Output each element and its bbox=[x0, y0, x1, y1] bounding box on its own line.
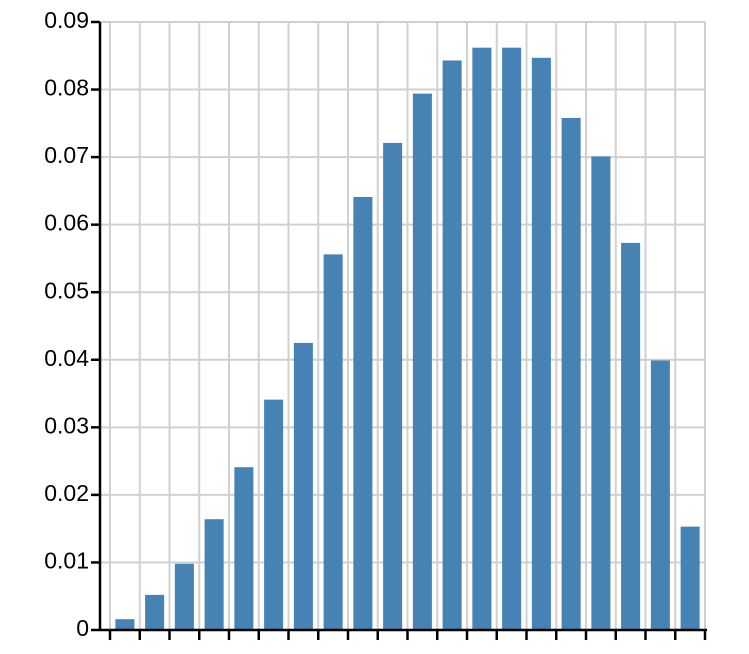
bar bbox=[264, 399, 284, 630]
bar bbox=[561, 117, 581, 630]
bar bbox=[502, 47, 522, 630]
y-tick-label: 0.04 bbox=[44, 345, 89, 371]
bar bbox=[174, 563, 194, 630]
bar bbox=[293, 342, 313, 630]
bar bbox=[650, 360, 670, 630]
bar bbox=[323, 254, 343, 630]
bar bbox=[442, 60, 462, 631]
y-tick-label: 0.01 bbox=[44, 548, 89, 574]
y-tick-label: 0.05 bbox=[44, 277, 89, 303]
bar bbox=[234, 467, 254, 630]
bar bbox=[621, 242, 641, 630]
y-tick-label: 0.06 bbox=[44, 210, 89, 236]
bar bbox=[591, 156, 611, 631]
bar bbox=[383, 142, 403, 630]
y-tick-label: 0 bbox=[76, 615, 89, 641]
y-tick-label: 0.03 bbox=[44, 412, 89, 438]
bar bbox=[531, 57, 551, 630]
y-tick-label: 0.09 bbox=[44, 7, 89, 33]
bar bbox=[412, 93, 432, 630]
bar bbox=[145, 594, 165, 630]
y-tick-label: 0.07 bbox=[44, 142, 89, 168]
bar bbox=[353, 196, 373, 631]
y-tick-label: 0.08 bbox=[44, 75, 89, 101]
bar bbox=[204, 519, 224, 630]
bar bbox=[115, 619, 135, 630]
y-tick-label: 0.02 bbox=[44, 480, 89, 506]
bar bbox=[680, 526, 700, 630]
bar bbox=[472, 47, 492, 630]
